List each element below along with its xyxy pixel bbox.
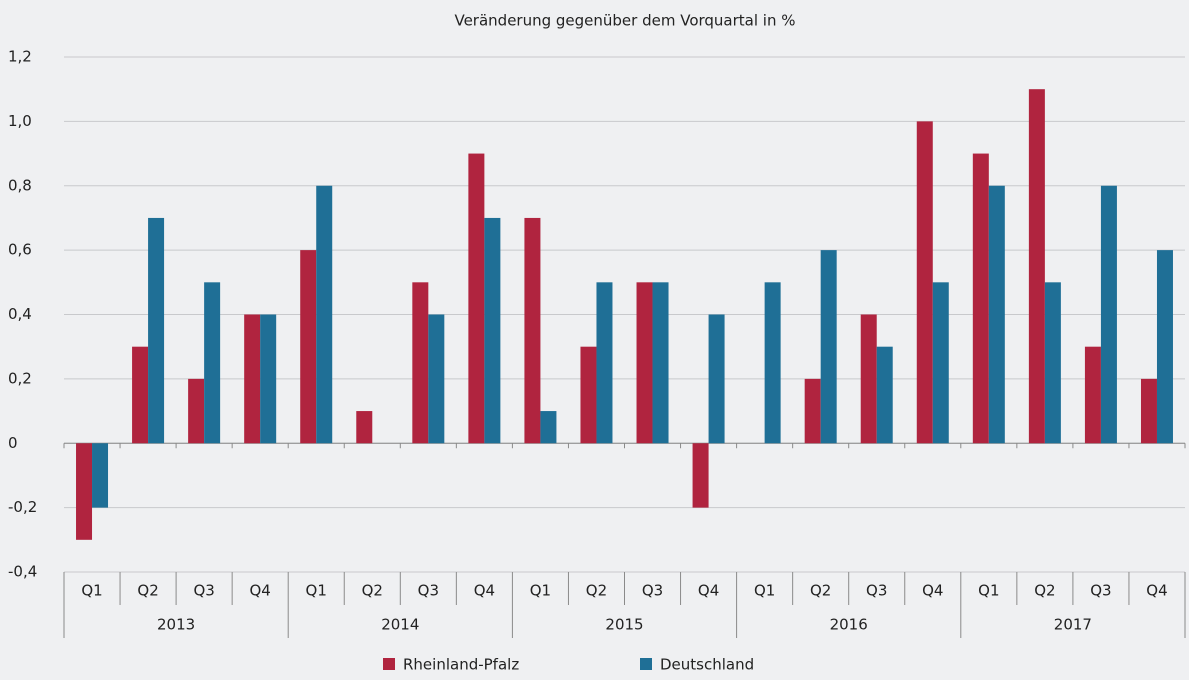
bar	[1100, 185, 1117, 444]
bar	[1140, 378, 1157, 444]
y-tick-label: 0,8	[8, 176, 32, 194]
y-tick-label: 0	[8, 434, 18, 452]
x-group-label: 2013	[157, 616, 195, 634]
x-group-label: 2015	[605, 616, 643, 634]
bar	[148, 217, 165, 444]
y-tick-label: 0,6	[8, 241, 32, 259]
bar	[204, 282, 221, 444]
bar	[356, 411, 373, 444]
bar	[1028, 89, 1045, 444]
legend-swatch	[383, 658, 395, 670]
x-tick-label: Q3	[418, 582, 439, 600]
x-tick-label: Q1	[978, 582, 999, 600]
bar	[692, 443, 709, 508]
x-tick-label: Q3	[866, 582, 887, 600]
bar	[484, 217, 501, 444]
x-tick-label: Q4	[249, 582, 270, 600]
x-tick-label: Q2	[362, 582, 383, 600]
x-tick-label: Q2	[1034, 582, 1055, 600]
y-tick-label: 0,2	[8, 369, 32, 387]
bar	[412, 282, 429, 444]
bar	[428, 314, 445, 444]
legend-swatch	[640, 658, 652, 670]
x-tick-label: Q1	[530, 582, 551, 600]
x-tick-label: Q2	[137, 582, 158, 600]
x-tick-label: Q4	[474, 582, 495, 600]
x-tick-label: Q2	[586, 582, 607, 600]
bar	[636, 282, 653, 444]
bar	[1084, 346, 1101, 444]
x-tick-label: Q3	[642, 582, 663, 600]
y-tick-label: 0,4	[8, 305, 32, 323]
bar	[596, 282, 613, 444]
x-tick-label: Q1	[81, 582, 102, 600]
bar	[1044, 282, 1061, 444]
bar	[316, 185, 333, 444]
legend-label: Rheinland-Pfalz	[403, 656, 519, 674]
bar	[708, 314, 725, 444]
bar	[580, 346, 597, 444]
bar	[300, 250, 317, 444]
bar	[76, 443, 93, 540]
bar	[652, 282, 669, 444]
bar	[524, 217, 541, 444]
y-tick-label: -0,4	[8, 563, 37, 581]
bar	[988, 185, 1005, 444]
bar	[132, 346, 149, 444]
bar	[804, 378, 821, 444]
x-tick-label: Q3	[1090, 582, 1111, 600]
bar	[188, 378, 205, 444]
x-tick-label: Q3	[193, 582, 214, 600]
y-tick-label: 1,0	[8, 112, 32, 130]
x-tick-label: Q4	[1146, 582, 1167, 600]
bar	[260, 314, 277, 444]
bar	[972, 153, 989, 444]
bar	[764, 282, 781, 444]
x-group-label: 2017	[1054, 616, 1092, 634]
bar	[820, 250, 837, 444]
bar	[876, 346, 893, 444]
x-group-label: 2014	[381, 616, 419, 634]
bar	[92, 443, 109, 508]
legend-label: Deutschland	[660, 656, 754, 674]
x-tick-label: Q4	[922, 582, 943, 600]
bar	[468, 153, 485, 444]
y-tick-label: -0,2	[8, 498, 37, 516]
bar	[916, 121, 933, 444]
x-tick-label: Q1	[306, 582, 327, 600]
bar	[244, 314, 261, 444]
bar	[860, 314, 877, 444]
bar	[540, 411, 557, 444]
bar	[1156, 250, 1173, 444]
y-tick-label: 1,2	[8, 48, 32, 66]
x-tick-label: Q2	[810, 582, 831, 600]
x-tick-label: Q1	[754, 582, 775, 600]
x-tick-label: Q4	[698, 582, 719, 600]
bar	[932, 282, 949, 444]
chart-title: Veränderung gegenüber dem Vorquartal in …	[454, 12, 795, 30]
x-group-label: 2016	[830, 616, 868, 634]
